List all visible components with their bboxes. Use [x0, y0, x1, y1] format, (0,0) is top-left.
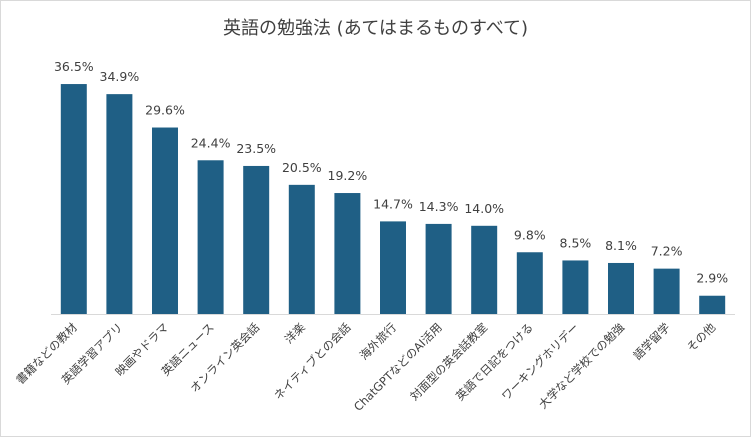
x-tick-label: その他	[684, 320, 719, 355]
bar	[425, 223, 452, 314]
x-tick-label: 対面型の英会話教室	[407, 320, 490, 403]
data-label: 23.5%	[236, 141, 276, 156]
data-label: 34.9%	[100, 69, 140, 84]
bar	[334, 193, 361, 314]
data-label: 24.4%	[191, 135, 231, 150]
x-tick-label: ワーキングホリデー	[499, 320, 582, 403]
bar	[60, 84, 87, 314]
bar	[699, 295, 726, 314]
x-tick-label: ChatGPTなどのAI活用	[351, 320, 445, 414]
data-label: 2.9%	[696, 271, 728, 286]
x-tick-label: ネイティブとの会話	[271, 320, 354, 403]
bars-group	[60, 84, 726, 315]
x-tick-label: 海外旅行	[357, 320, 399, 362]
bar	[288, 184, 315, 314]
data-label: 7.2%	[651, 244, 683, 259]
bar	[380, 221, 406, 314]
data-label: 8.5%	[560, 235, 592, 250]
data-label: 9.8%	[514, 227, 546, 242]
chart-title: 英語の勉強法 (あてはまるものすべて)	[222, 18, 529, 39]
x-tick-label: 大学など学校での勉強	[536, 320, 628, 412]
data-label: 20.5%	[282, 160, 322, 175]
data-label: 36.5%	[54, 59, 94, 74]
data-label: 29.6%	[145, 103, 185, 118]
data-label: 14.0%	[464, 201, 504, 216]
x-tick-label: 語学留学	[630, 320, 672, 362]
bar	[243, 165, 270, 314]
bar	[516, 252, 543, 314]
bar	[562, 260, 589, 314]
data-label: 8.1%	[605, 238, 637, 253]
data-label: 19.2%	[328, 168, 368, 183]
bar	[106, 94, 133, 314]
data-labels-group: 36.5% 34.9% 29.6% 24.4% 23.5% 20.5% 19.2% 14.7%…	[54, 59, 728, 286]
bar	[471, 225, 498, 314]
bar	[197, 160, 224, 314]
x-tick-label: 洋楽	[282, 320, 309, 347]
data-label: 14.3%	[419, 199, 459, 214]
x-tick-label: 英語で日記をつける	[453, 320, 536, 403]
bar	[653, 268, 680, 314]
bar	[152, 127, 178, 315]
bar	[608, 262, 634, 314]
data-label: 14.7%	[373, 196, 413, 211]
